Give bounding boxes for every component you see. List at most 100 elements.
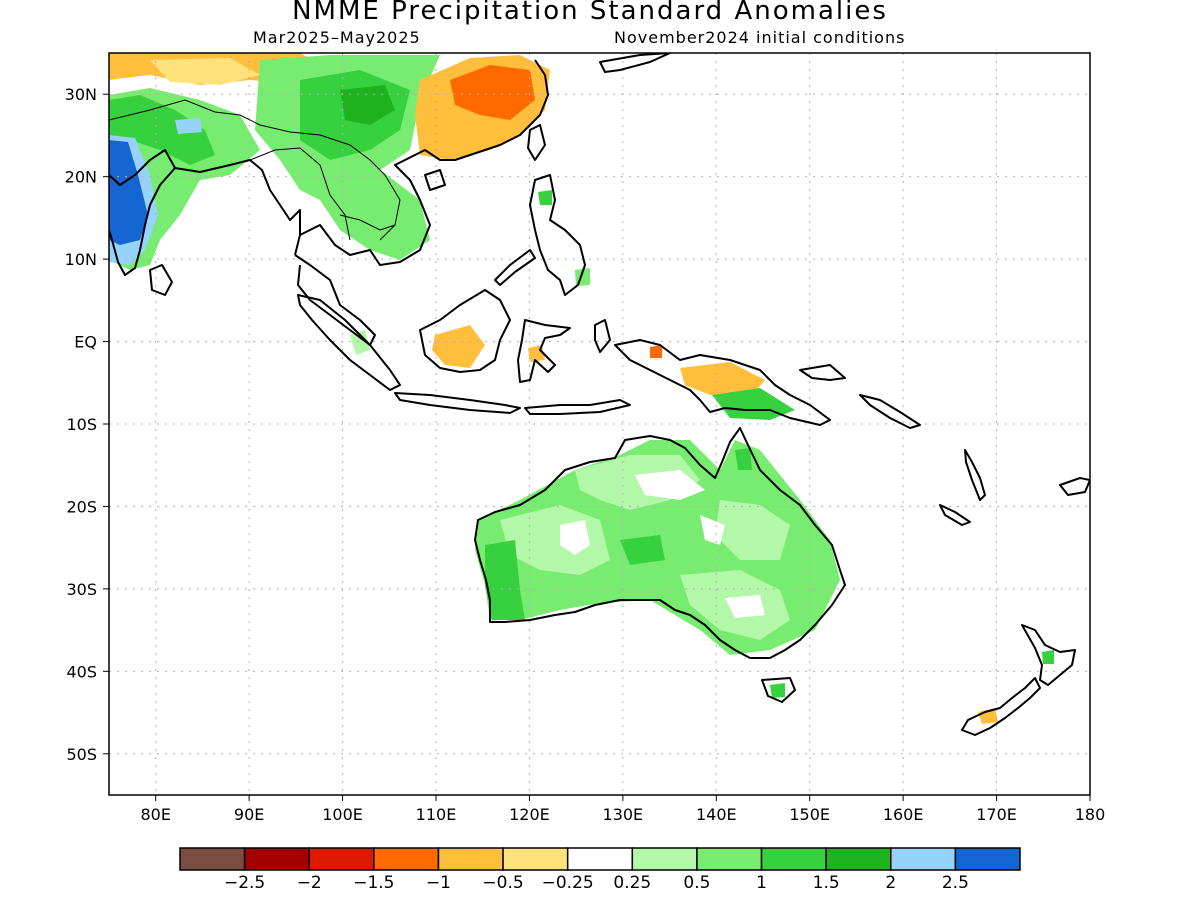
anomaly-tibet-mid-green (109, 95, 215, 165)
coast-srilanka (149, 264, 173, 296)
coast-hainan (424, 169, 446, 191)
coast-nz-south (961, 677, 1041, 736)
lon-tick-label: 90E (234, 805, 264, 824)
colorbar-label: −1 (426, 873, 451, 893)
colorbar-labels: −2.5 −2 −1.5 −1 −0.5 −0.25 0.25 0.5 1 1.5 2 2.5 (224, 873, 969, 893)
anomaly-sumatra-green (350, 330, 370, 355)
border-laos-vietnam (349, 144, 401, 241)
lon-tick-label: 170E (976, 805, 1017, 824)
coastlines (109, 53, 1090, 736)
lat-tick-label: 50S (66, 745, 97, 764)
anomaly-india-blue (109, 140, 148, 245)
lat-tick-label: 10S (66, 415, 97, 434)
coast-indochina (299, 59, 549, 266)
anomaly-ng-dark-orange (650, 345, 662, 358)
colorbar (179, 847, 1021, 871)
anomaly-shading (109, 53, 1054, 724)
colorbar-label: 2 (885, 873, 896, 893)
colorbar-swatch (502, 847, 569, 871)
lat-tick-label: 30N (65, 85, 97, 104)
colorbar-swatch (308, 847, 375, 871)
colorbar-swatch (566, 847, 634, 871)
border-himalaya (109, 99, 351, 146)
anomaly-seasia-dark-green (340, 85, 395, 125)
anomaly-lake-light-blue (175, 118, 202, 134)
colorbar-label: 0.25 (613, 873, 651, 893)
colorbar-swatch (890, 847, 957, 871)
coast-tasmania (761, 677, 796, 703)
coast-sulawesi (517, 319, 571, 383)
colorbar-label: 1.5 (813, 873, 840, 893)
lat-tick-label: 20S (66, 497, 97, 516)
lon-tick-label: 160E (883, 805, 924, 824)
anomaly-nz-green (1042, 650, 1054, 664)
lat-tick-label: 40S (66, 662, 97, 681)
coast-australia (474, 427, 846, 659)
coast-bismarck (799, 364, 846, 381)
coast-new-guinea (614, 339, 831, 426)
longitude-tick-labels: 80E 90E 100E 110E 120E 130E 140E 150E 160E 170E 18… (140, 795, 1105, 824)
colorbar-label: −2 (297, 873, 322, 893)
coast-palawan (494, 249, 536, 286)
anomaly-phil-green (538, 190, 552, 205)
forecast-period: Mar2025–May2025 (253, 28, 421, 47)
anomaly-australia-white-4 (700, 515, 725, 545)
anomaly-tibet-yellow (150, 58, 260, 85)
coast-india (109, 149, 176, 276)
colorbar-swatch (243, 847, 310, 871)
colorbar-swatch (179, 847, 246, 871)
border-thai-cambodia (339, 214, 396, 231)
lon-tick-label: 140E (696, 805, 737, 824)
colorbar-label: −2.5 (224, 873, 265, 893)
initial-conditions: November2024 initial conditions (614, 28, 906, 47)
colorbar-swatch (631, 847, 698, 871)
anomaly-china-dark-orange (450, 65, 535, 120)
lat-tick-label: 10N (65, 250, 97, 269)
coast-halmahera (594, 319, 611, 353)
lon-tick-label: 130E (603, 805, 644, 824)
anomaly-ng-orange (680, 362, 765, 398)
latitude-tick-labels: 30N 20N 10N EQ 10S 20S 30S 40S 50S (65, 85, 109, 764)
border-myanmar (249, 147, 351, 241)
borders (109, 99, 401, 241)
anomaly-australia-white-1 (635, 470, 705, 500)
colorbar-swatch (437, 847, 504, 871)
coast-philippines (529, 174, 586, 296)
coast-japan (599, 53, 671, 73)
colorbar-label: −1.5 (353, 873, 394, 893)
colorbar-swatch (954, 847, 1021, 871)
colorbar-label: 0.5 (683, 873, 710, 893)
anomaly-tasmania-green (770, 683, 785, 698)
coast-borneo (419, 289, 511, 373)
lat-tick-label: 20N (65, 168, 97, 187)
lat-tick-label: 30S (66, 580, 97, 599)
graticule (109, 53, 1090, 795)
coast-vanuatu (964, 449, 986, 501)
anomaly-australia-mid-green-2 (620, 535, 665, 565)
colorbar-swatch (825, 847, 892, 871)
lon-tick-label: 180 (1075, 805, 1106, 824)
colorbar-swatch (373, 847, 440, 871)
colorbar-label: −0.25 (542, 873, 594, 893)
lon-tick-label: 120E (509, 805, 550, 824)
lon-tick-label: 80E (140, 805, 170, 824)
colorbar-swatch (760, 847, 827, 871)
colorbar-swatch (696, 847, 763, 871)
anomaly-borneo-orange (432, 325, 485, 368)
coast-new-caledonia (939, 504, 971, 526)
coast-sumatra (297, 294, 401, 391)
anomaly-australia-mid-green-1 (485, 540, 525, 620)
coast-bay-bengal-east (174, 159, 301, 256)
coast-taiwan (527, 124, 546, 161)
anomaly-australia-mid-green-3 (735, 448, 752, 470)
lon-tick-label: 110E (416, 805, 457, 824)
lat-tick-label: EQ (74, 333, 97, 352)
coast-fiji (1059, 477, 1090, 496)
colorbar-label: −0.5 (482, 873, 523, 893)
coast-lesser-sunda (524, 399, 631, 415)
colorbar-label: 2.5 (942, 873, 969, 893)
colorbar-label: 1 (756, 873, 767, 893)
map-title: NMME Precipitation Standard Anomalies (292, 0, 888, 26)
anomaly-australia-white-3 (725, 595, 765, 618)
